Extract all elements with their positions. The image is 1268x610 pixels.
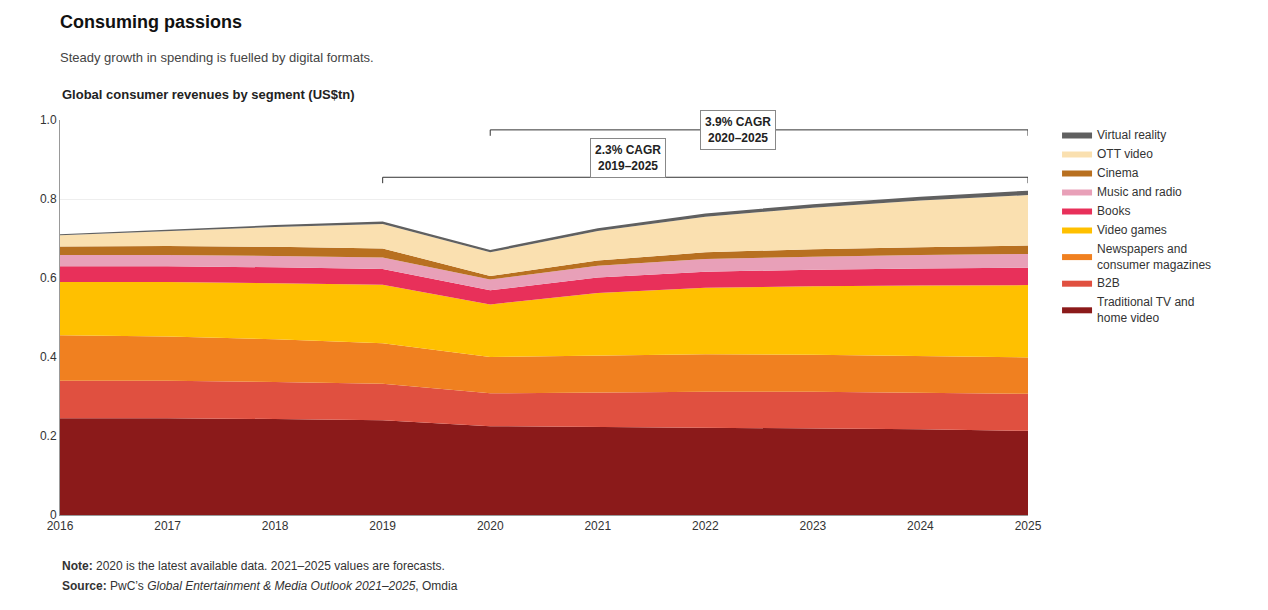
svg-text:1.0: 1.0 [40,113,57,127]
svg-text:0: 0 [50,508,57,522]
svg-text:2.3% CAGR2019–2025: 2.3% CAGR2019–2025 [595,143,661,173]
svg-text:B2B: B2B [1097,276,1120,290]
svg-text:Books: Books [1097,204,1130,218]
svg-text:2017: 2017 [154,519,181,533]
svg-text:Virtual reality: Virtual reality [1097,128,1166,142]
svg-text:2020: 2020 [477,519,504,533]
svg-text:2018: 2018 [262,519,289,533]
svg-text:Note: 2020 is the latest avail: Note: 2020 is the latest available data.… [62,559,445,573]
svg-text:2022: 2022 [692,519,719,533]
svg-text:2016: 2016 [47,519,74,533]
svg-text:0.8: 0.8 [40,192,57,206]
svg-text:Source: PwC’s Global Entertain: Source: PwC’s Global Entertainment & Med… [62,579,458,593]
svg-text:2023: 2023 [800,519,827,533]
svg-text:0.6: 0.6 [40,271,57,285]
svg-text:Steady growth in spending is f: Steady growth in spending is fuelled by … [60,50,374,65]
svg-text:0.4: 0.4 [40,350,57,364]
svg-text:Traditional TV andhome video: Traditional TV andhome video [1097,295,1194,325]
svg-text:2024: 2024 [907,519,934,533]
svg-text:0.2: 0.2 [40,429,57,443]
svg-text:2021: 2021 [584,519,611,533]
svg-text:2025: 2025 [1015,519,1042,533]
svg-text:Cinema: Cinema [1097,166,1139,180]
svg-text:Video games: Video games [1097,223,1167,237]
svg-text:Music and radio: Music and radio [1097,185,1182,199]
svg-text:Consuming passions: Consuming passions [60,12,242,32]
svg-text:2019: 2019 [369,519,396,533]
svg-text:Global consumer revenues by se: Global consumer revenues by segment (US$… [62,87,355,102]
svg-text:3.9% CAGR2020–2025: 3.9% CAGR2020–2025 [705,115,771,145]
svg-text:OTT video: OTT video [1097,147,1153,161]
svg-text:Newspapers andconsumer magazin: Newspapers andconsumer magazines [1097,242,1211,272]
